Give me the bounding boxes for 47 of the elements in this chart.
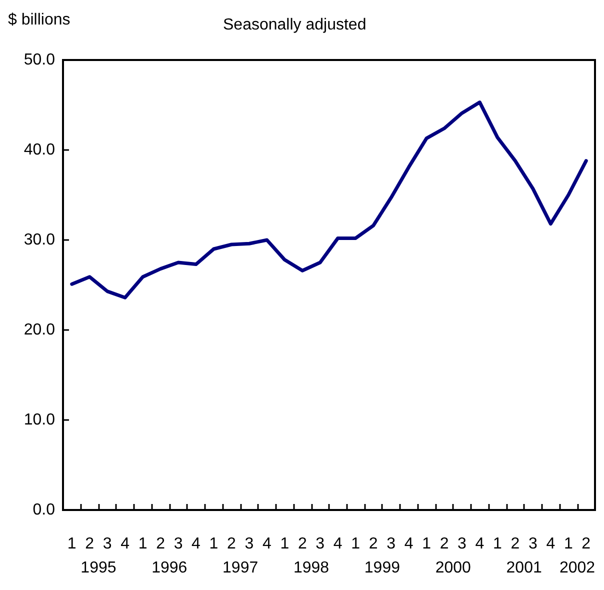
x-tick-label: 4 xyxy=(475,536,484,552)
y-tick-label: 10.0 xyxy=(24,412,56,428)
text: 2000 xyxy=(435,560,472,576)
x-tick-label: 2 xyxy=(582,536,591,552)
x-tick-label: 1 xyxy=(280,536,290,552)
x-tick-label: 2 xyxy=(227,536,236,552)
text: 1997 xyxy=(222,560,258,576)
x-tick-label: 1 xyxy=(67,536,76,552)
x-tick-label: 1 xyxy=(138,536,148,552)
y-tick-label: 40.0 xyxy=(24,142,56,158)
x-tick-label: 4 xyxy=(404,536,414,552)
x-tick-label: 2 xyxy=(510,536,520,552)
x-tick-label: 1 xyxy=(422,536,432,552)
y-tick-label: 50.0 xyxy=(24,52,56,68)
y-axis-title: $ billions xyxy=(8,12,70,28)
x-tick-label: 3 xyxy=(458,536,467,552)
x-tick-label: 1 xyxy=(493,536,502,552)
text: 1998 xyxy=(293,560,330,576)
x-tick-label: 4 xyxy=(192,536,201,552)
x-tick-label: 3 xyxy=(174,536,183,552)
x-tick-label: 3 xyxy=(386,536,396,552)
x-tick-label: 2 xyxy=(85,536,94,552)
text: 1995 xyxy=(80,560,116,576)
x-tick-label: 4 xyxy=(262,536,272,552)
text: 1996 xyxy=(152,560,188,576)
x-tick-label: 1 xyxy=(351,536,360,552)
x-tick-label: 3 xyxy=(316,536,325,552)
line-series xyxy=(70,100,588,300)
x-tick-label: 4 xyxy=(120,536,130,552)
x-tick-label: 4 xyxy=(333,536,342,552)
text: 2001 xyxy=(506,560,542,576)
x-tick-label: 4 xyxy=(546,536,556,552)
y-tick-label: 20.0 xyxy=(24,322,56,338)
x-tick-label: 1 xyxy=(564,536,573,552)
x-tick-label: 3 xyxy=(528,536,538,552)
y-tick-label: 0.0 xyxy=(32,502,56,518)
x-tick-label: 2 xyxy=(298,536,307,552)
text: 2002 xyxy=(559,560,596,576)
x-tick-label: 2 xyxy=(368,536,378,552)
x-tick-label: 3 xyxy=(244,536,254,552)
chart-title: Seasonally adjusted xyxy=(223,16,366,34)
text: 1999 xyxy=(364,560,400,576)
x-tick-label: 3 xyxy=(102,536,112,552)
y-tick-label: 30.0 xyxy=(24,232,56,248)
x-tick-label: 1 xyxy=(209,536,218,552)
x-tick-label: 2 xyxy=(156,536,166,552)
x-tick-label: 2 xyxy=(440,536,449,552)
